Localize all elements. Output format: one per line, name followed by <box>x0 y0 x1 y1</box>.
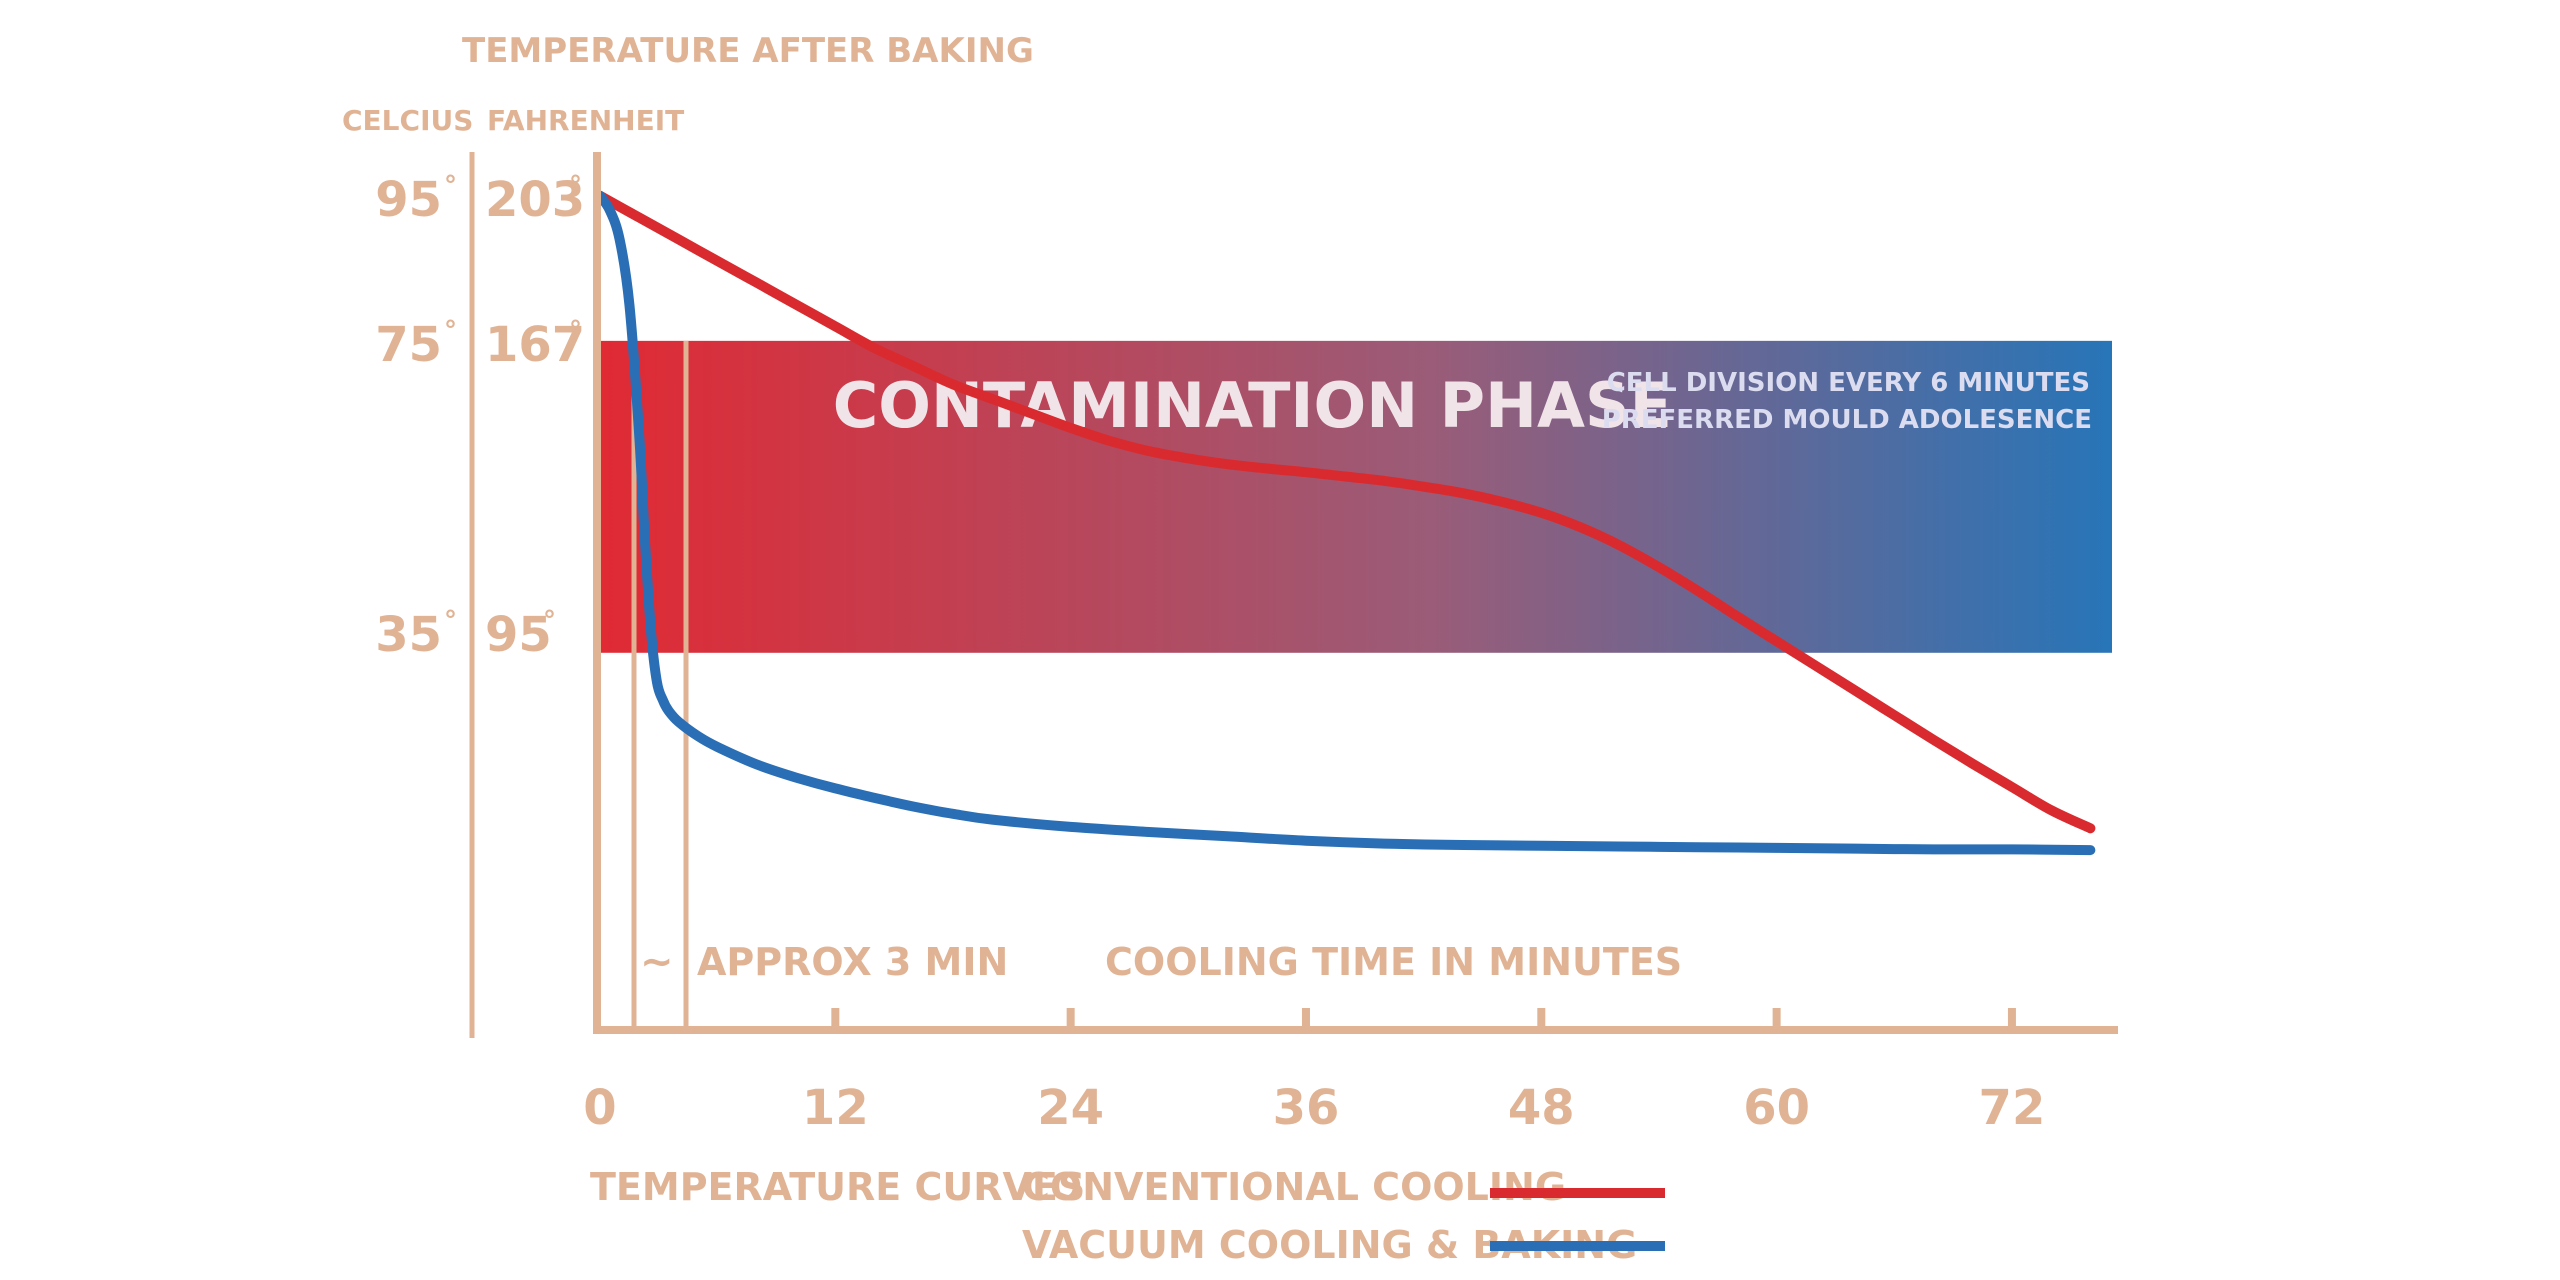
x-tick-label: 72 <box>1979 1080 2046 1136</box>
x-tick-label: 48 <box>1508 1080 1575 1136</box>
series-line-vacuum-cooling <box>595 190 2096 856</box>
y-tick-celsius: 95 <box>375 172 442 228</box>
chart-title: TEMPERATURE AFTER BAKING <box>462 31 1034 71</box>
contamination-phase-band <box>601 340 2112 653</box>
approx-3-min-label: APPROX 3 MIN <box>697 940 1008 984</box>
y-tick-fahrenheit-degree: ° <box>569 171 582 201</box>
y-tick-celsius-degree: ° <box>444 316 457 346</box>
legend-title: TEMPERATURE CURVES <box>590 1165 1085 1209</box>
x-tick-label: 60 <box>1743 1080 1810 1136</box>
celsius-axis-label: CELCIUS <box>342 104 473 137</box>
x-tick-label: 12 <box>802 1080 869 1136</box>
contamination-phase-title: CONTAMINATION PHASE <box>833 369 1672 442</box>
contamination-note-line1: CELL DIVISION EVERY 6 MINUTES <box>1607 368 2090 398</box>
approx-tilde: ~ <box>640 939 674 985</box>
series-line-conventional-cooling <box>595 190 2096 834</box>
x-tick-label: 36 <box>1273 1080 1340 1136</box>
x-tick-label: 0 <box>583 1080 616 1136</box>
y-tick-fahrenheit-degree: ° <box>543 606 556 636</box>
x-axis-label: COOLING TIME IN MINUTES <box>1105 940 1682 984</box>
x-tick-label: 24 <box>1037 1080 1104 1136</box>
y-tick-fahrenheit: 203 <box>485 172 585 228</box>
y-tick-celsius-degree: ° <box>444 171 457 201</box>
y-tick-fahrenheit: 167 <box>485 317 585 373</box>
y-tick-celsius-degree: ° <box>444 606 457 636</box>
fahrenheit-axis-label: FAHRENHEIT <box>487 104 684 137</box>
legend-label-conventional: CONVENTIONAL COOLING <box>1022 1165 1566 1209</box>
y-tick-fahrenheit: 95 <box>485 607 552 663</box>
y-tick-fahrenheit-degree: ° <box>569 316 582 346</box>
y-tick-celsius: 35 <box>375 607 442 663</box>
contamination-note-line2: PREFERRED MOULD ADOLESENCE <box>1602 405 2092 435</box>
y-tick-celsius: 75 <box>375 317 442 373</box>
